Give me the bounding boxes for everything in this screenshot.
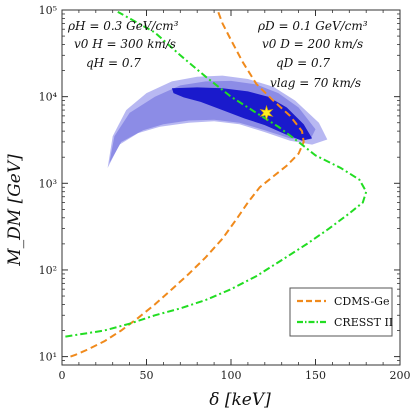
marker-layer <box>259 104 274 121</box>
y-tick-label: 10¹ <box>39 351 57 364</box>
legend-label-cdms: CDMS-Ge <box>334 295 389 308</box>
annotation-right-line-3: qD = 0.7 <box>276 56 330 70</box>
annotation-left-line-1: ρH = 0.3 GeV/cm³ <box>67 19 179 33</box>
annotation-right-line-1: ρD = 0.1 GeV/cm³ <box>257 19 368 33</box>
annotation-right-line-4: vlag = 70 km/s <box>270 76 361 90</box>
series-layer <box>65 10 368 358</box>
annotation-left-line-3: qH = 0.7 <box>86 56 141 70</box>
annotation-left: ρH = 0.3 GeV/cm³ v0 H = 300 km/s qH = 0.… <box>67 19 179 70</box>
best-fit-star-marker <box>259 104 274 121</box>
y-tick-label: 10⁵ <box>39 4 57 17</box>
series-cdms-ge-line <box>70 10 305 358</box>
annotation-left-line-2: v0 H = 300 km/s <box>74 37 176 51</box>
region-inner <box>171 87 313 141</box>
annotation-right-line-2: v0 D = 200 km/s <box>262 37 363 51</box>
x-tick-label: 50 <box>140 369 154 382</box>
x-axis-title: δ [keV] <box>209 390 271 410</box>
y-tick-label: 10³ <box>39 177 57 190</box>
x-tick-label: 200 <box>390 369 411 382</box>
legend-label-cresst: CRESST II <box>334 316 393 329</box>
x-tick-label: 0 <box>59 369 66 382</box>
x-tick-label: 150 <box>305 369 326 382</box>
y-tick-label: 10² <box>39 264 57 277</box>
x-tick-label: 100 <box>221 369 242 382</box>
legend: CDMS-Ge CRESST II <box>289 287 393 337</box>
series-cresst-ii-line <box>65 11 368 338</box>
legend-box <box>289 287 393 337</box>
y-axis-title: M_DM [GeV] <box>5 154 25 267</box>
y-tick-label: 10⁴ <box>39 91 58 104</box>
annotation-right: ρD = 0.1 GeV/cm³ v0 D = 200 km/s qD = 0.… <box>257 19 368 90</box>
ticks-layer: 0 50 100 150 200 10¹ 10² 10³ 10⁴ 10⁵ <box>39 4 411 382</box>
